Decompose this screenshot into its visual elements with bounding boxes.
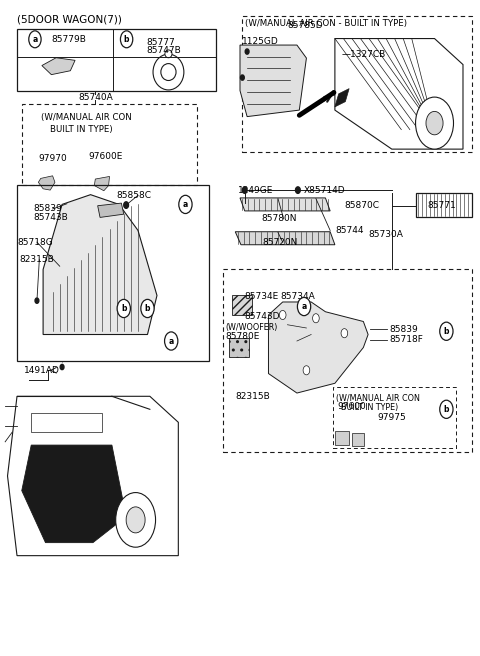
Circle shape	[240, 75, 244, 80]
Text: 82315B: 82315B	[19, 255, 54, 264]
Text: a: a	[32, 35, 37, 44]
Circle shape	[126, 507, 145, 533]
Text: 97970: 97970	[38, 154, 67, 163]
Text: 85779B: 85779B	[51, 35, 86, 44]
Circle shape	[179, 195, 192, 213]
Text: 1125GD: 1125GD	[242, 37, 279, 47]
Polygon shape	[43, 195, 157, 335]
Circle shape	[117, 299, 131, 318]
Text: 85771: 85771	[427, 201, 456, 210]
Text: 85780N: 85780N	[261, 215, 297, 223]
Circle shape	[60, 365, 64, 369]
Polygon shape	[22, 445, 126, 543]
Bar	[228, 338, 249, 357]
Ellipse shape	[165, 50, 172, 58]
Polygon shape	[240, 198, 330, 211]
Circle shape	[165, 332, 178, 350]
Polygon shape	[31, 413, 102, 432]
Text: X85714D: X85714D	[304, 186, 346, 195]
Polygon shape	[268, 302, 368, 393]
Circle shape	[35, 298, 39, 303]
Text: a: a	[301, 302, 307, 311]
Text: a: a	[168, 337, 174, 346]
Polygon shape	[335, 89, 349, 107]
Text: a: a	[183, 200, 188, 209]
Bar	[416, 193, 471, 217]
Circle shape	[440, 400, 453, 419]
Circle shape	[296, 187, 300, 194]
Circle shape	[298, 297, 311, 316]
Circle shape	[124, 202, 129, 209]
Circle shape	[141, 299, 154, 318]
Text: 85740A: 85740A	[78, 92, 113, 102]
Circle shape	[416, 97, 454, 149]
Text: 97600: 97600	[337, 401, 366, 411]
Text: (W/WOOFER): (W/WOOFER)	[226, 323, 278, 333]
Text: (5DOOR WAGON(7)): (5DOOR WAGON(7))	[17, 14, 122, 24]
Text: 85734A: 85734A	[280, 293, 315, 301]
Text: BUILT IN TYPE): BUILT IN TYPE)	[50, 125, 113, 134]
Polygon shape	[8, 396, 179, 556]
Circle shape	[303, 366, 310, 375]
Text: 85780E: 85780E	[226, 332, 260, 341]
Circle shape	[29, 31, 41, 48]
Text: 85744: 85744	[335, 226, 363, 235]
Polygon shape	[235, 232, 335, 245]
Circle shape	[341, 329, 348, 338]
Circle shape	[116, 493, 156, 547]
Circle shape	[312, 314, 319, 323]
Polygon shape	[240, 45, 306, 117]
Text: (W/MANUAL AIR CON: (W/MANUAL AIR CON	[41, 113, 132, 123]
Text: 85730A: 85730A	[368, 230, 403, 239]
Bar	[232, 295, 252, 315]
Polygon shape	[38, 176, 55, 190]
Text: 85718F: 85718F	[389, 335, 423, 344]
Text: b: b	[124, 35, 129, 44]
Circle shape	[120, 31, 133, 48]
Bar	[17, 185, 209, 361]
Text: 85720N: 85720N	[263, 237, 298, 247]
Text: (W/MANUAL AIR CON - BUILT IN TYPE): (W/MANUAL AIR CON - BUILT IN TYPE)	[245, 19, 407, 28]
Text: b: b	[444, 405, 449, 414]
Polygon shape	[95, 176, 109, 191]
Text: (W/MANUAL AIR CON: (W/MANUAL AIR CON	[336, 394, 420, 403]
Text: b: b	[444, 327, 449, 336]
Text: 85743D: 85743D	[245, 312, 280, 321]
Text: 85785D: 85785D	[288, 21, 323, 30]
Text: 1249GE: 1249GE	[238, 186, 273, 195]
Circle shape	[242, 187, 247, 194]
Text: BUILT IN TYPE): BUILT IN TYPE)	[341, 403, 398, 412]
Bar	[335, 431, 349, 445]
Text: 85718G: 85718G	[17, 237, 53, 247]
Text: 85839: 85839	[34, 205, 62, 213]
Bar	[333, 386, 456, 448]
Text: b: b	[121, 304, 127, 313]
Bar	[22, 104, 197, 185]
Text: 97600E: 97600E	[88, 152, 122, 161]
Text: 85743B: 85743B	[34, 213, 68, 222]
Bar	[352, 434, 364, 446]
Text: —1327CB: —1327CB	[342, 51, 386, 59]
Bar	[242, 16, 472, 152]
Text: 85839: 85839	[389, 325, 418, 334]
Text: 85777: 85777	[146, 38, 175, 47]
Circle shape	[440, 322, 453, 340]
Text: 85858C: 85858C	[117, 191, 152, 200]
Text: 85734E: 85734E	[245, 293, 279, 301]
Polygon shape	[335, 39, 463, 149]
Bar	[223, 270, 472, 451]
Text: 1491AD: 1491AD	[24, 366, 60, 375]
Polygon shape	[97, 203, 124, 217]
Text: 82315B: 82315B	[235, 392, 270, 401]
Text: 85870C: 85870C	[344, 201, 379, 210]
Circle shape	[426, 112, 443, 135]
Bar	[17, 29, 216, 91]
Text: 97975: 97975	[378, 413, 407, 422]
Text: 85747B: 85747B	[146, 46, 181, 55]
Text: b: b	[145, 304, 150, 313]
Circle shape	[245, 49, 249, 54]
Polygon shape	[42, 58, 75, 75]
Circle shape	[279, 310, 286, 319]
